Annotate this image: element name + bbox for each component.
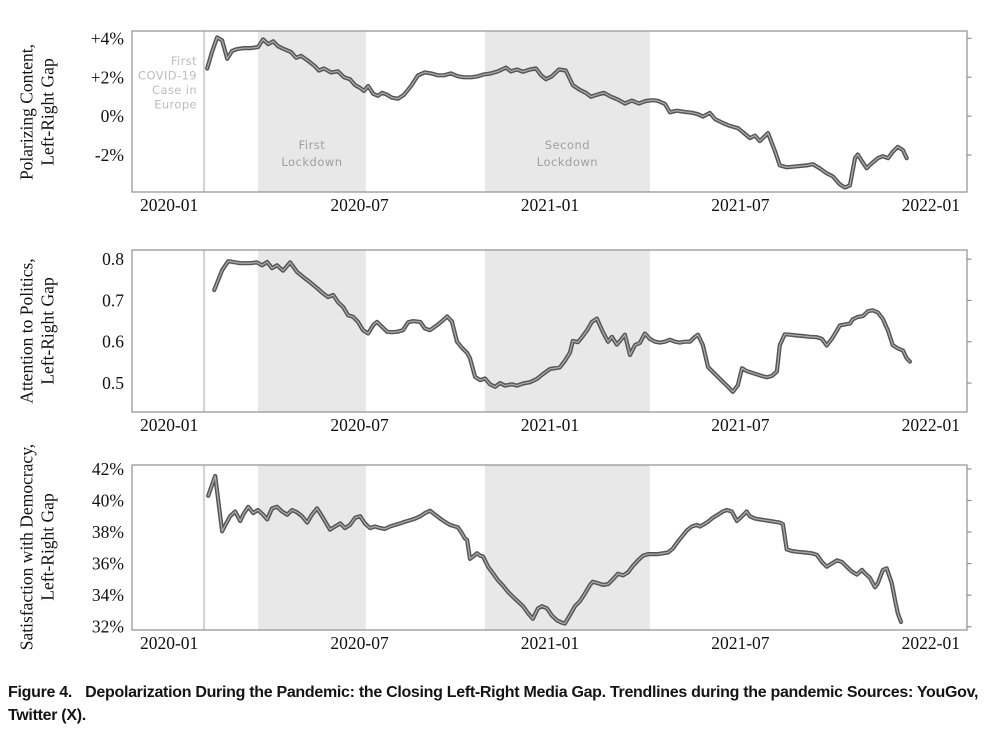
y-axis-title-line: Attention to Politics, (16, 258, 37, 404)
y-tick-label: -2% (95, 145, 124, 165)
lockdown-region-1 (257, 250, 366, 412)
y-tick-label: 0.8 (102, 249, 124, 269)
x-tick-label: 2021-07 (711, 195, 770, 215)
trend-line-highlight (206, 36, 908, 189)
lockdown-annotation-label: First (299, 138, 326, 152)
y-axis-title-attention-to-politics: Attention to Politics, Left-Right Gap (17, 258, 60, 403)
plot-border (131, 249, 968, 413)
lockdown-annotation-label: Second (545, 138, 590, 152)
lockdown-region-1 (257, 465, 366, 630)
x-tick-label: 2020-07 (330, 195, 389, 215)
trend-line-highlight (213, 260, 911, 393)
x-tick-label: 2022-01 (902, 195, 960, 215)
x-tick-label: 2021-01 (521, 195, 579, 215)
x-tick-label: 2020-01 (140, 195, 198, 215)
event-annotation-label: Case in (152, 83, 197, 97)
plot-border (131, 464, 968, 631)
y-tick-label: 40% (92, 490, 124, 510)
lockdown-region-1 (257, 31, 366, 192)
x-tick-label: 2020-01 (140, 415, 198, 435)
y-tick-label: 32% (92, 617, 124, 637)
y-tick-label: 0.5 (102, 373, 124, 393)
y-axis-title-line: Left-Right Gap (38, 277, 58, 385)
plot-border (131, 30, 968, 193)
y-tick-label: 38% (92, 522, 124, 542)
y-axis-title-line: Polarizing Content, (16, 43, 37, 181)
y-axis-title-line: Satisfaction with Democracy, (16, 443, 37, 651)
y-axis-title-line: Left-Right Gap (38, 58, 58, 166)
event-annotation-label: COVID-19 (138, 69, 197, 83)
y-axis-title-polarizing-content: Polarizing Content, Left-Right Gap (17, 44, 60, 180)
lockdown-region-2 (484, 31, 650, 192)
lockdown-annotation-label: Lockdown (281, 155, 342, 169)
x-tick-label: 2020-07 (330, 633, 389, 653)
y-axis-title-satisfaction-with-democracy: Satisfaction with Democracy, Left-Right … (17, 444, 60, 650)
x-tick-label: 2020-07 (330, 415, 389, 435)
y-tick-label: 42% (92, 459, 124, 479)
x-tick-label: 2022-01 (902, 415, 960, 435)
figure-caption-text: Depolarization During the Pandemic: the … (8, 684, 979, 724)
figure-caption-label: Figure 4. (8, 684, 72, 701)
x-tick-label: 2021-01 (521, 415, 579, 435)
y-tick-label: 0% (101, 106, 124, 126)
y-tick-label: 36% (92, 554, 124, 574)
x-tick-label: 2022-01 (902, 633, 960, 653)
lockdown-region-2 (484, 250, 650, 412)
x-tick-label: 2020-01 (140, 633, 198, 653)
lockdown-annotation-label: Lockdown (537, 155, 598, 169)
y-tick-label: +4% (91, 28, 124, 48)
y-tick-label: +2% (91, 67, 124, 87)
y-tick-label: 34% (92, 585, 124, 605)
event-annotation-label: Europe (154, 98, 197, 112)
event-annotation-label: First (171, 54, 197, 68)
figure-caption: Figure 4. Depolarization During the Pand… (8, 682, 998, 727)
trend-line-highlight (207, 475, 902, 625)
y-tick-label: 0.7 (102, 290, 124, 310)
lockdown-region-2 (484, 465, 650, 630)
y-tick-label: 0.6 (102, 332, 124, 352)
x-tick-label: 2021-07 (711, 633, 770, 653)
x-tick-label: 2021-01 (521, 633, 579, 653)
x-tick-label: 2021-07 (711, 415, 770, 435)
y-axis-title-line: Left-Right Gap (38, 493, 58, 601)
